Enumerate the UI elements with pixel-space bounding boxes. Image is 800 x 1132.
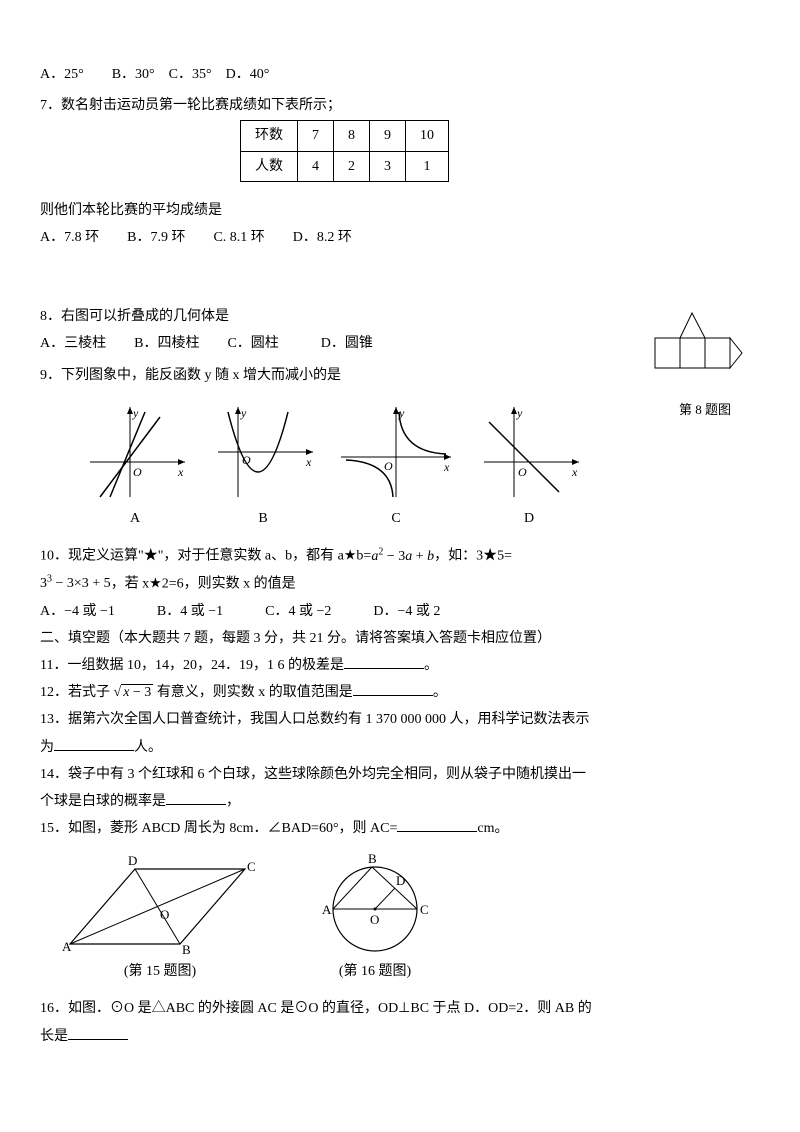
pt-b: B — [182, 942, 191, 957]
table-row: 人数 4 2 3 1 — [241, 151, 449, 181]
fig16-caption: (第 16 题图) — [300, 959, 450, 984]
label-c: C — [336, 506, 456, 531]
q10-line2: 33 − 3×3 + 5，若 x★2=6，则实数 x 的值是 — [40, 571, 760, 597]
axis-o: O — [242, 453, 251, 467]
blank — [344, 654, 424, 669]
q11-text: 11．一组数据 10，14，20，24．19，1 6 的极差是 — [40, 658, 344, 673]
q15-b: cm。 — [477, 821, 508, 836]
fig15-caption: (第 15 题图) — [60, 959, 260, 984]
q10-b: ，如：3★5= — [434, 549, 512, 564]
axis-x: x — [443, 460, 450, 474]
axis-y: y — [516, 406, 523, 420]
q16-b-text: 长是 — [40, 1029, 68, 1044]
axis-y: y — [132, 406, 139, 420]
pt-o: O — [370, 912, 379, 927]
graph-c-svg: y x O — [336, 402, 456, 502]
graph-c: y x O C — [336, 402, 456, 531]
q6-options: A．25° B．30° C．35° D．40° — [40, 62, 760, 87]
q10-options: A．−4 或 −1 B．4 或 −1 C．4 或 −2 D．−4 或 2 — [40, 599, 760, 624]
score-table: 环数 7 8 9 10 人数 4 2 3 1 — [240, 120, 449, 181]
rhombus-icon: A B C D O — [60, 849, 260, 959]
q14-b: 个球是白球的概率是， — [40, 789, 760, 814]
q14-a: 14．袋子中有 3 个红球和 6 个白球，这些球除颜色外均完全相同，则从袋子中随… — [40, 762, 760, 787]
blank — [397, 817, 477, 832]
blank — [68, 1025, 128, 1040]
graph-b: y x O B — [208, 402, 318, 531]
axis-x: x — [305, 455, 312, 469]
q12: 12．若式子 √x − 3 有意义，则实数 x 的取值范围是。 — [40, 680, 760, 705]
q10-formula2: 33 − 3×3 + 5 — [40, 576, 111, 591]
blank — [54, 736, 134, 751]
q15: 15．如图，菱形 ABCD 周长为 8cm．∠BAD=60°，则 AC= cm。 — [40, 816, 760, 841]
graph-options: y x O A y x O B — [80, 402, 640, 531]
pt-a: A — [322, 902, 332, 917]
td: 7 — [298, 121, 334, 151]
q13-b: 为 人。 — [40, 735, 760, 760]
q8-text: 8．右图可以折叠成的几何体是 — [40, 304, 640, 329]
q10-a: 10．现定义运算"★"，对于任意实数 a、b，都有 a★b= — [40, 549, 371, 564]
label-b: B — [208, 506, 318, 531]
q10: 10．现定义运算"★"，对于任意实数 a、b，都有 a★b=a2 − 3a + … — [40, 543, 760, 569]
section2: 二、填空题（本大题共 7 题，每题 3 分，共 21 分。请将答案填入答题卡相应… — [40, 626, 760, 651]
q13-a: 13．据第六次全国人口普查统计，我国人口总数约有 1 370 000 000 人… — [40, 707, 760, 732]
axis-o: O — [133, 465, 142, 479]
graph-d: y x O D — [474, 402, 584, 531]
q12-a: 12．若式子 — [40, 685, 110, 700]
q12-b: 有意义，则实数 x 的取值范围是 — [157, 685, 353, 700]
net-prism-icon — [650, 298, 755, 398]
sqrt-expr: √x − 3 — [114, 684, 154, 700]
td: 10 — [406, 121, 449, 151]
pt-d: D — [128, 853, 137, 868]
q13-c: 人。 — [134, 740, 162, 755]
axis-x: x — [571, 465, 578, 479]
td: 1 — [406, 151, 449, 181]
blank — [353, 681, 433, 696]
label-d: D — [474, 506, 584, 531]
q13-b-text: 为 — [40, 740, 54, 755]
label-a: A — [80, 506, 190, 531]
pt-o: O — [160, 907, 169, 922]
blank — [166, 790, 226, 805]
pt-d: D — [396, 873, 405, 888]
td: 8 — [334, 121, 370, 151]
q7-text: 7．数名射击运动员第一轮比赛成绩如下表所示； — [40, 93, 760, 118]
q11: 11．一组数据 10，14，20，24．19，1 6 的极差是。 — [40, 653, 760, 678]
pt-a: A — [62, 939, 72, 954]
q10-formula1: a2 − 3a + b — [371, 549, 434, 564]
axis-x: x — [177, 465, 184, 479]
pt-c: C — [247, 859, 256, 874]
fig15: A B C D O (第 15 题图) — [60, 849, 260, 984]
td: 9 — [370, 121, 406, 151]
circle-icon: A B C D O — [300, 849, 450, 959]
graph-a-svg: y x O — [80, 402, 190, 502]
fig8-caption: 第 8 题图 — [650, 398, 760, 421]
figure-8: 第 8 题图 — [650, 298, 760, 421]
graph-b-svg: y x O — [208, 402, 318, 502]
q16-a: 16．如图．⊙O 是△ABC 的外接圆 AC 是⊙O 的直径，OD⊥BC 于点 … — [40, 996, 760, 1021]
q10-c: ，若 x★2=6，则实数 x 的值是 — [111, 576, 296, 591]
axis-o: O — [384, 459, 393, 473]
geometry-figures: A B C D O (第 15 题图) A B C D O (第 16 题图) — [60, 849, 760, 984]
q8-options: A．三棱柱 B．四棱柱 C．圆柱 D．圆锥 — [40, 331, 640, 356]
th: 人数 — [241, 151, 298, 181]
q7-sub: 则他们本轮比赛的平均成绩是 — [40, 198, 760, 223]
graph-a: y x O A — [80, 402, 190, 531]
pt-b: B — [368, 851, 377, 866]
q14-b-text: 个球是白球的概率是 — [40, 794, 166, 809]
axis-y: y — [398, 406, 405, 420]
td: 2 — [334, 151, 370, 181]
td: 3 — [370, 151, 406, 181]
axis-o: O — [518, 465, 527, 479]
q15-a: 15．如图，菱形 ABCD 周长为 8cm．∠BAD=60°，则 AC= — [40, 821, 397, 836]
th: 环数 — [241, 121, 298, 151]
td: 4 — [298, 151, 334, 181]
q9-text: 9．下列图象中，能反函数 y 随 x 增大而减小的是 — [40, 363, 640, 388]
pt-c: C — [420, 902, 429, 917]
axis-y: y — [240, 406, 247, 420]
table-row: 环数 7 8 9 10 — [241, 121, 449, 151]
fig16: A B C D O (第 16 题图) — [300, 849, 450, 984]
q16-b: 长是 — [40, 1024, 760, 1049]
graph-d-svg: y x O — [474, 402, 584, 502]
q7-options: A．7.8 环 B．7.9 环 C. 8.1 环 D．8.2 环 — [40, 225, 760, 250]
